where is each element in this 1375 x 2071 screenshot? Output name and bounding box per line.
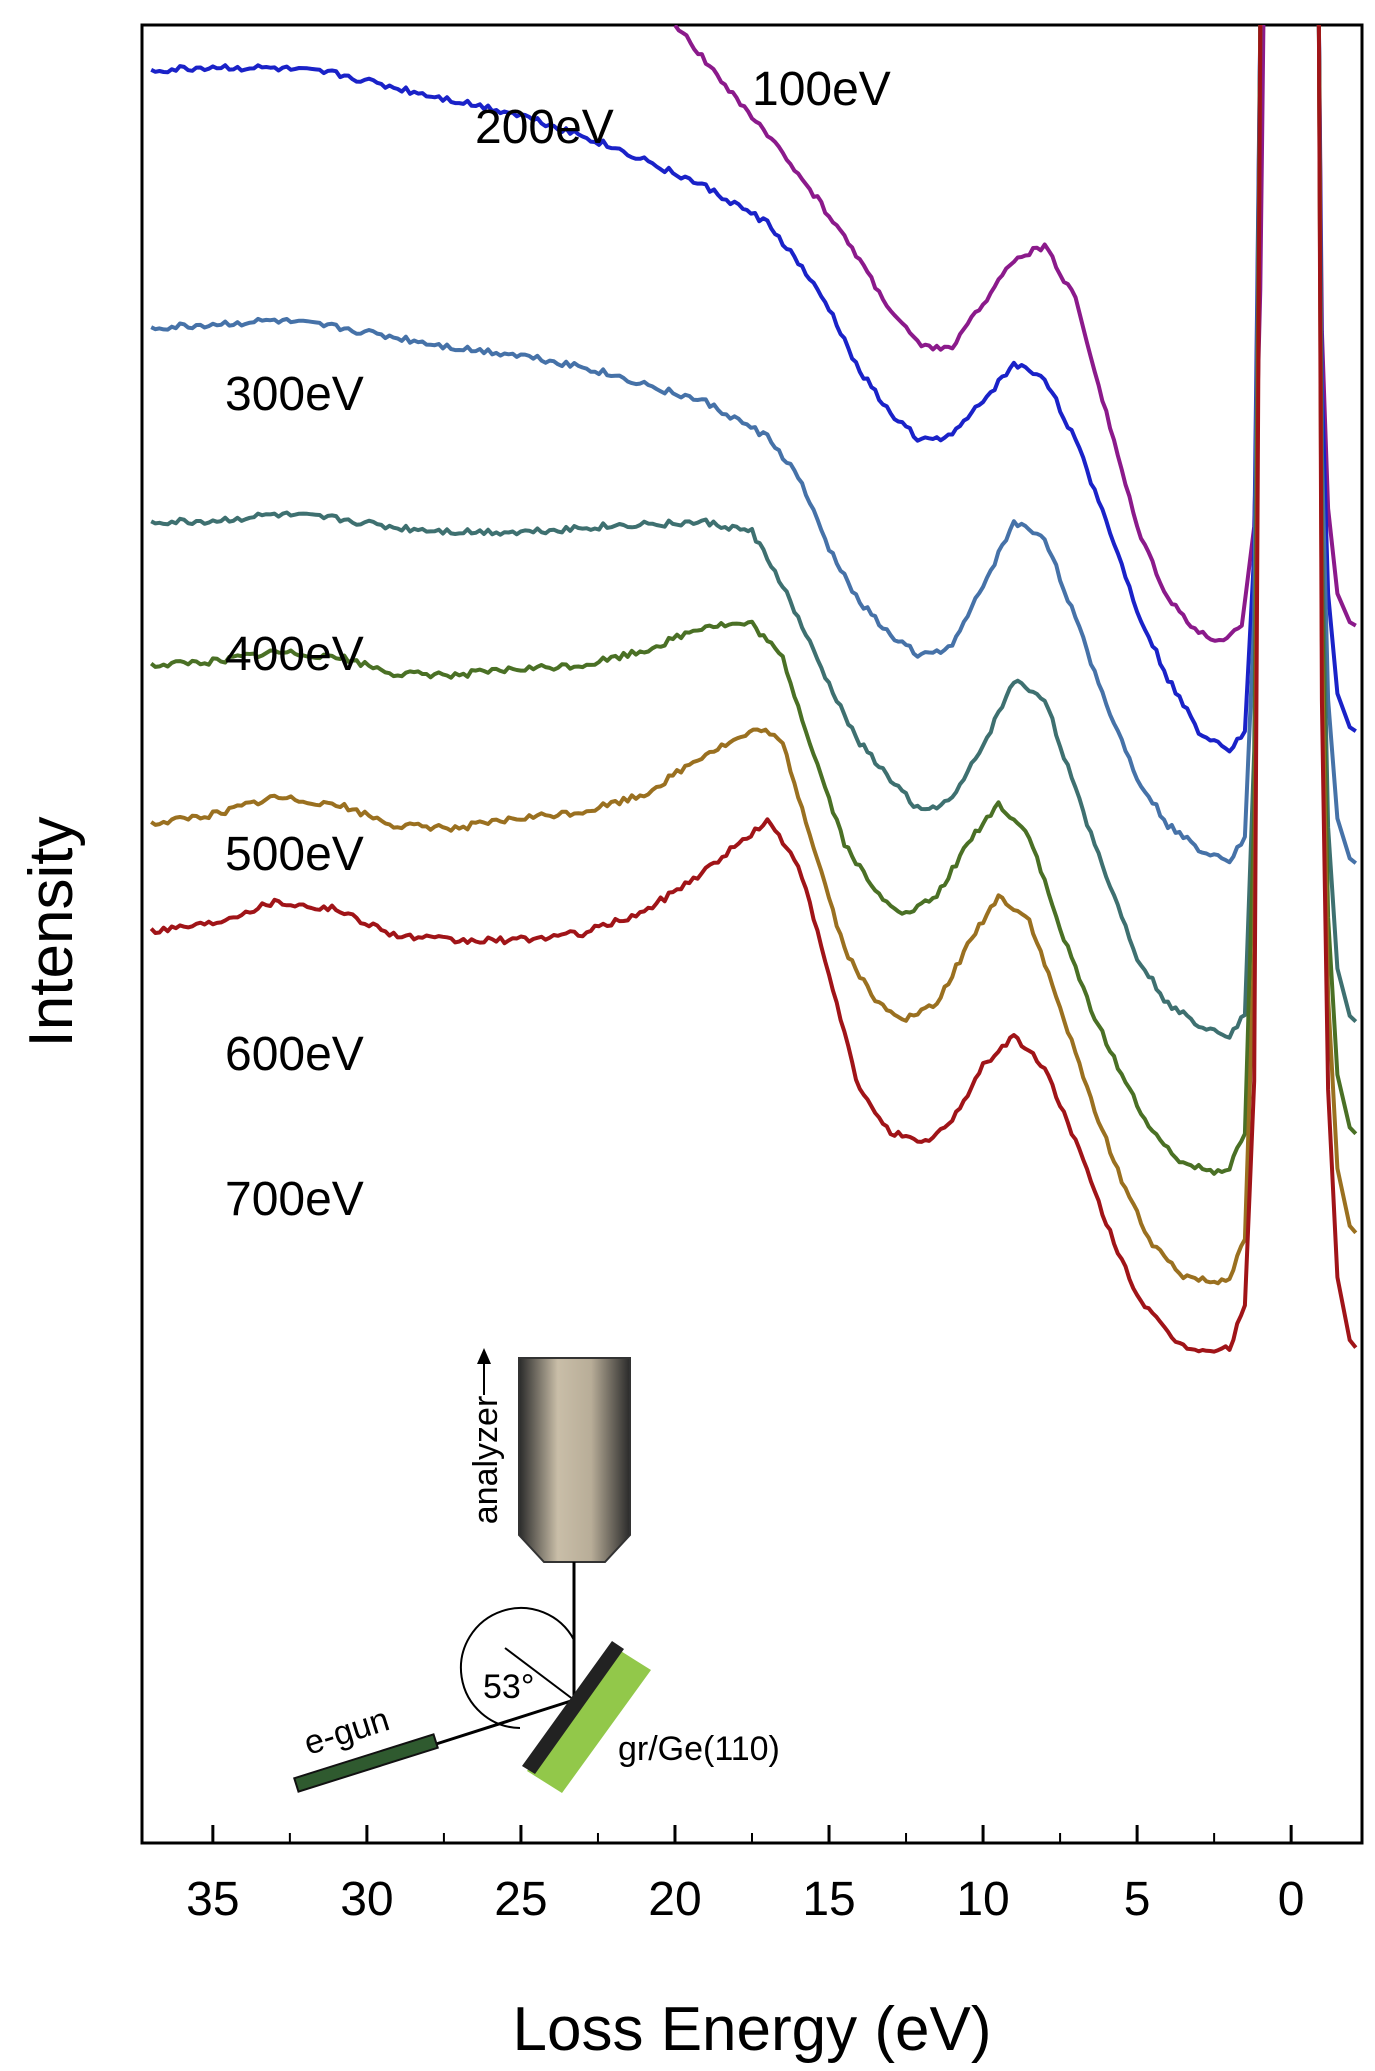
angle-label: 53° — [483, 1668, 534, 1706]
series-line-200eV — [150, 25, 1263, 754]
x-tick-label: 35 — [186, 1873, 239, 1926]
elastic-tail-700eV — [1316, 25, 1358, 1349]
label-700eV: 700eV — [225, 1173, 364, 1226]
x-tick-label: 0 — [1278, 1873, 1305, 1926]
series-line-300eV — [150, 25, 1263, 865]
plot-frame — [140, 23, 1364, 1845]
sample-layer — [527, 1648, 651, 1793]
analyzer-icon — [518, 1357, 631, 1563]
analyzer-label: analyzer — [467, 1396, 505, 1525]
series-lines — [149, 25, 1266, 1354]
label-100eV: 100eV — [752, 63, 891, 116]
label-200eV: 200eV — [475, 101, 614, 154]
series-line-400eV — [150, 25, 1263, 1040]
y-axis-title: Intensity — [17, 817, 86, 1048]
x-tick-label: 5 — [1124, 1873, 1151, 1926]
analyzer-arrow-head — [477, 1348, 491, 1364]
x-tick-label: 25 — [494, 1873, 547, 1926]
series-line-500eV — [149, 25, 1263, 1176]
sample-label: gr/Ge(110) — [618, 1730, 780, 1768]
series-line-600eV — [150, 25, 1263, 1286]
x-tick-label: 20 — [648, 1873, 701, 1926]
graphene-layer — [522, 1641, 624, 1774]
x-axis-ticks: 35 30 25 20 15 10 5 0 — [186, 1825, 1304, 1926]
label-600eV: 600eV — [225, 1028, 364, 1081]
series-line-700eV — [149, 25, 1263, 1354]
x-axis-title: Loss Energy (eV) — [513, 1995, 992, 2064]
label-300eV: 300eV — [225, 368, 364, 421]
x-tick-label: 15 — [802, 1873, 855, 1926]
egun-icon — [293, 1733, 439, 1793]
incident-beam-line — [432, 1698, 575, 1747]
series-labels: 100eV 200eV 300eV 400eV 500eV 600eV 700e… — [225, 63, 891, 1226]
label-400eV: 400eV — [225, 628, 364, 681]
label-500eV: 500eV — [225, 828, 364, 881]
sample-normal-line — [504, 1647, 575, 1701]
x-tick-label: 30 — [340, 1873, 393, 1926]
angle-arc — [459, 1607, 575, 1729]
geometry-inset: analyzer 53° e-gun gr/Ge(110) — [293, 1348, 780, 1793]
x-tick-label: 10 — [956, 1873, 1009, 1926]
series-line-100eV — [673, 25, 1266, 643]
elastic-peak-tails — [1316, 25, 1358, 1349]
